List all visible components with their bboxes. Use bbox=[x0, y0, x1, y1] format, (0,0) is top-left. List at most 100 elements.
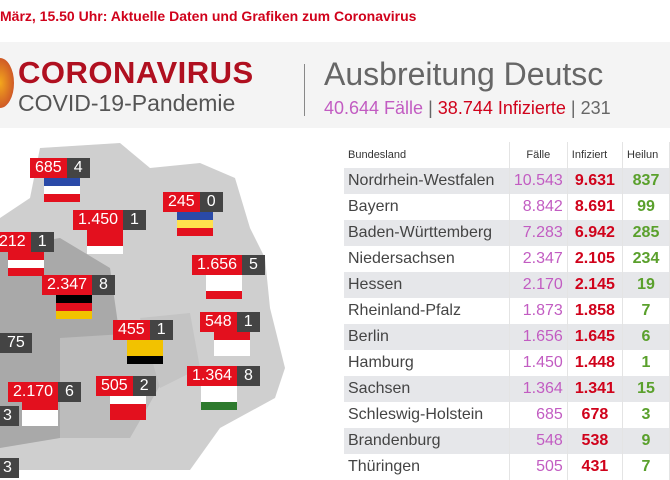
recovered: 7 bbox=[622, 298, 670, 324]
col-heilung: Heilun bbox=[622, 142, 670, 168]
separator: | bbox=[428, 98, 433, 118]
state-name: Bayern bbox=[344, 194, 510, 220]
state-flag-icon bbox=[87, 230, 123, 254]
infected: 2.145 bbox=[567, 272, 624, 298]
map-label: 2.170 6 bbox=[8, 382, 81, 402]
map-label: 212 1 bbox=[0, 232, 54, 252]
map-label-partial: 75 bbox=[0, 333, 32, 353]
map-label: 548 1 bbox=[200, 312, 260, 332]
cases: 8.842 bbox=[509, 194, 568, 220]
cases: 505 bbox=[509, 454, 568, 480]
state-flag-icon bbox=[214, 332, 250, 356]
deaths: 8 bbox=[237, 366, 260, 386]
cases: 685 bbox=[30, 158, 67, 178]
cases: 1.656 bbox=[509, 324, 568, 350]
infected: 538 bbox=[567, 428, 624, 454]
col-faelle: Fälle bbox=[509, 142, 568, 168]
cases: 2.170 bbox=[8, 382, 59, 402]
infected: 1.645 bbox=[567, 324, 624, 350]
recovered: 1 bbox=[622, 350, 670, 376]
infected: 431 bbox=[567, 454, 624, 480]
table-row: Baden-Württemberg 7.283 6.942 285 bbox=[344, 220, 670, 246]
map-label: 455 1 bbox=[113, 320, 173, 340]
summary-stats: 40.644 Fälle | 38.744 Infizierte | 231 bbox=[324, 98, 611, 119]
table-row: Bayern 8.842 8.691 99 bbox=[344, 194, 670, 220]
infected: 1.448 bbox=[567, 350, 624, 376]
deaths: 4 bbox=[66, 158, 90, 178]
cases: 10.543 bbox=[509, 168, 568, 194]
recovered: 19 bbox=[622, 272, 670, 298]
total-cases: 40.644 Fälle bbox=[324, 98, 424, 118]
cases: 245 bbox=[163, 192, 200, 212]
cases: 685 bbox=[509, 402, 568, 428]
state-name: Thüringen bbox=[344, 454, 510, 480]
state-flag-icon bbox=[127, 340, 163, 364]
deaths: 1 bbox=[236, 312, 260, 332]
state-flag-icon bbox=[177, 212, 213, 236]
deaths: 1 bbox=[149, 320, 173, 340]
virus-icon bbox=[0, 58, 14, 108]
state-flag-icon bbox=[201, 386, 237, 410]
cases: 212 bbox=[0, 232, 31, 252]
deaths: 1 bbox=[30, 232, 54, 252]
recovered: 15 bbox=[622, 376, 670, 402]
cases: 1.450 bbox=[509, 350, 568, 376]
state-flag-icon bbox=[56, 295, 92, 319]
col-bundesland: Bundesland bbox=[344, 142, 510, 168]
infected: 1.341 bbox=[567, 376, 624, 402]
state-name: Hamburg bbox=[344, 350, 510, 376]
recovered: 9 bbox=[622, 428, 670, 454]
state-name: Baden-Württemberg bbox=[344, 220, 510, 246]
state-flag-icon bbox=[206, 275, 242, 299]
table-row: Rheinland-Pfalz 1.873 1.858 7 bbox=[344, 298, 670, 324]
state-flag-icon bbox=[8, 252, 44, 276]
map-label: 505 2 bbox=[96, 376, 156, 396]
cases: 505 bbox=[96, 376, 133, 396]
map-label: 2.347 8 bbox=[42, 275, 115, 295]
table-row: Hessen 2.170 2.145 19 bbox=[344, 272, 670, 298]
infected: 6.942 bbox=[567, 220, 624, 246]
infographic-banner bbox=[0, 42, 670, 128]
cases: 2.347 bbox=[509, 246, 568, 272]
col-infiziert: Infiziert bbox=[567, 142, 624, 168]
infected: 8.691 bbox=[567, 194, 624, 220]
recovered: 3 bbox=[622, 402, 670, 428]
deaths: 5 bbox=[242, 255, 265, 275]
state-name: Niedersachsen bbox=[344, 246, 510, 272]
map-label-partial: 3 bbox=[0, 406, 19, 426]
table-row: Schleswig-Holstein 685 678 3 bbox=[344, 402, 670, 428]
map-label: 1.450 1 bbox=[73, 210, 146, 230]
deaths: 8 bbox=[92, 275, 115, 295]
map-label-partial: 3 bbox=[0, 458, 19, 478]
deaths: 75 bbox=[0, 333, 32, 353]
table-row: Nordrhein-Westfalen 10.543 9.631 837 bbox=[344, 168, 670, 194]
article-headline[interactable]: März, 15.50 Uhr: Aktuelle Daten und Graf… bbox=[0, 8, 417, 24]
infographic-heading: Ausbreitung Deutsc bbox=[324, 56, 604, 92]
state-name: Brandenburg bbox=[344, 428, 510, 454]
state-name: Hessen bbox=[344, 272, 510, 298]
cases: 7.283 bbox=[509, 220, 568, 246]
cases: 2.170 bbox=[509, 272, 568, 298]
state-name: Nordrhein-Westfalen bbox=[344, 168, 510, 194]
map-label: 245 0 bbox=[163, 192, 223, 212]
logo-subtitle: COVID-19-Pandemie bbox=[18, 90, 236, 116]
deaths: 2 bbox=[132, 376, 156, 396]
map-label: 1.656 5 bbox=[192, 255, 265, 275]
cases: 1.873 bbox=[509, 298, 568, 324]
cases: 2.347 bbox=[42, 275, 93, 295]
recovered: 285 bbox=[622, 220, 670, 246]
recovered: 234 bbox=[622, 246, 670, 272]
state-flag-icon bbox=[44, 178, 80, 202]
recovered: 6 bbox=[622, 324, 670, 350]
cases: 548 bbox=[509, 428, 568, 454]
infected: 1.858 bbox=[567, 298, 624, 324]
table-row: Sachsen 1.364 1.341 15 bbox=[344, 376, 670, 402]
map-label: 1.364 8 bbox=[187, 366, 260, 386]
cases: 455 bbox=[113, 320, 150, 340]
infected: 2.105 bbox=[567, 246, 624, 272]
recovered: 99 bbox=[622, 194, 670, 220]
germany-map: 685 4 245 0 1.450 1 212 1 1.656 5 2.347 8 455 1 548 1 1.… bbox=[0, 138, 340, 478]
summary-rest: | 231 bbox=[570, 98, 611, 118]
infected: 678 bbox=[567, 402, 624, 428]
cases: 1.364 bbox=[187, 366, 238, 386]
